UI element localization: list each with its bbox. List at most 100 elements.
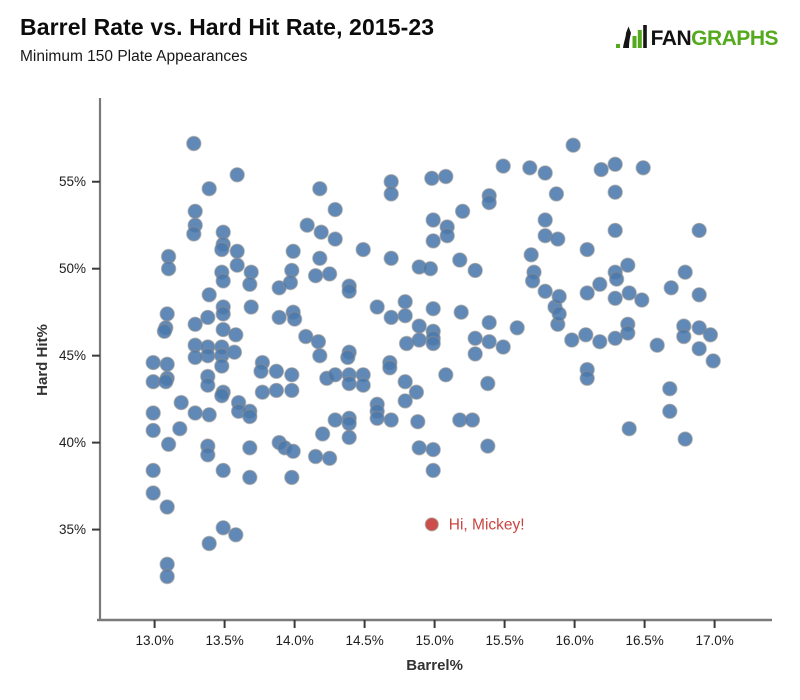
data-point	[369, 299, 385, 315]
data-point	[481, 334, 497, 350]
data-point	[452, 412, 468, 428]
x-tick-label: 16.0%	[555, 633, 593, 648]
data-point	[327, 412, 343, 428]
data-point	[537, 227, 553, 244]
x-tick-label: 16.5%	[625, 633, 663, 648]
data-point	[607, 290, 623, 306]
data-point	[551, 306, 567, 322]
data-point	[662, 403, 678, 419]
data-point	[607, 330, 623, 346]
data-point	[201, 407, 217, 423]
data-point	[145, 374, 161, 390]
data-point	[620, 257, 636, 273]
data-point	[200, 348, 216, 364]
data-point	[411, 318, 427, 334]
data-point	[564, 332, 580, 348]
data-point	[215, 520, 231, 536]
data-point	[398, 335, 415, 352]
data-point	[383, 309, 399, 326]
highlight-label: Hi, Mickey!	[449, 516, 525, 533]
data-point	[282, 274, 299, 291]
data-point	[159, 306, 175, 322]
data-point	[480, 438, 496, 454]
data-point	[438, 168, 454, 185]
data-point	[160, 261, 177, 277]
data-point	[425, 335, 441, 352]
data-point	[159, 568, 175, 585]
data-point	[229, 257, 245, 273]
x-tick-label: 13.5%	[205, 633, 243, 648]
y-tick-label: 55%	[59, 174, 86, 189]
data-point	[649, 337, 665, 353]
page-subtitle: Minimum 150 Plate Appearances	[20, 48, 248, 65]
x-tick-label: 14.0%	[275, 633, 313, 648]
data-point	[607, 222, 623, 239]
data-point	[299, 217, 315, 233]
data-point	[341, 283, 357, 299]
data-point	[523, 247, 539, 263]
data-point	[397, 393, 413, 409]
fangraphs-logo: FANGRAPHS	[615, 22, 778, 49]
data-point	[160, 436, 177, 452]
data-point	[186, 135, 202, 152]
data-point	[341, 429, 357, 446]
data-point	[369, 410, 385, 426]
data-point	[425, 233, 441, 249]
data-point	[254, 384, 271, 400]
data-point	[634, 292, 650, 308]
data-point	[341, 375, 357, 392]
data-point	[229, 167, 245, 183]
data-point	[607, 184, 623, 200]
data-point	[467, 262, 483, 279]
data-point	[242, 440, 258, 456]
data-point	[676, 328, 692, 345]
data-point	[312, 180, 328, 197]
data-point	[145, 405, 161, 421]
data-point	[620, 325, 636, 341]
data-point	[565, 137, 581, 153]
data-point	[321, 266, 338, 282]
data-points	[145, 135, 721, 585]
data-point	[312, 250, 328, 266]
data-point	[438, 367, 454, 383]
data-point	[187, 316, 203, 332]
data-point	[481, 194, 497, 211]
page-title: Barrel Rate vs. Hard Hit Rate, 2015-23	[20, 14, 435, 40]
data-point	[480, 375, 496, 392]
chart-header: Barrel Rate vs. Hard Hit Rate, 2015-23 M…	[0, 0, 800, 80]
data-point	[201, 535, 217, 552]
y-tick-label: 35%	[59, 522, 86, 537]
data-point	[307, 448, 324, 465]
data-point	[159, 499, 175, 515]
data-point	[383, 186, 399, 202]
data-point	[408, 384, 425, 400]
data-point	[215, 462, 231, 479]
data-point	[495, 339, 511, 355]
data-point	[172, 421, 188, 437]
data-point	[509, 320, 525, 336]
data-point	[214, 241, 230, 258]
data-point	[214, 358, 230, 374]
data-point	[410, 414, 426, 430]
data-point	[200, 309, 216, 326]
data-point	[307, 268, 324, 284]
data-point	[341, 415, 357, 432]
data-point	[439, 227, 455, 244]
data-point	[662, 381, 678, 397]
data-point	[200, 447, 216, 463]
data-point	[579, 241, 595, 258]
data-point	[284, 382, 300, 399]
data-point	[253, 363, 269, 379]
data-point	[551, 288, 567, 305]
x-tick-label: 13.0%	[135, 633, 173, 648]
data-point	[156, 323, 173, 339]
x-tick-label: 17.0%	[695, 633, 733, 648]
data-point	[201, 287, 217, 303]
data-point	[242, 408, 258, 425]
data-point	[173, 394, 189, 411]
data-point	[285, 243, 301, 260]
data-point	[548, 186, 565, 202]
data-point	[579, 370, 595, 386]
data-point	[592, 334, 608, 350]
data-point	[187, 203, 203, 220]
